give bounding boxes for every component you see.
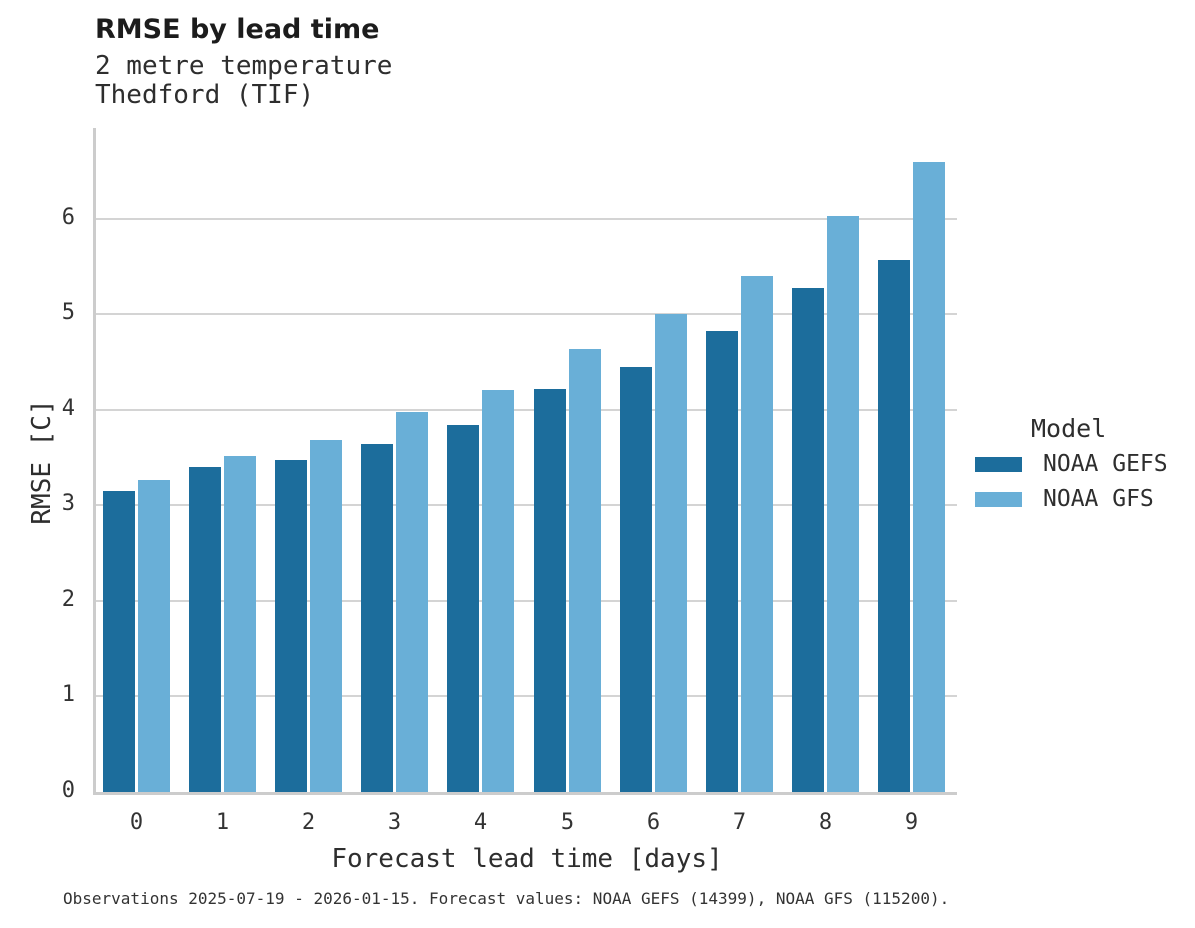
bar-noaa-gefs-day-1 xyxy=(189,467,221,792)
y-axis-line xyxy=(93,128,96,795)
bar-noaa-gfs-day-2 xyxy=(310,439,342,792)
gridline-y-3 xyxy=(96,504,957,507)
y-tick-1: 1 xyxy=(61,682,75,708)
bar-noaa-gefs-day-4 xyxy=(447,425,479,792)
chart-title: RMSE by lead time xyxy=(95,14,380,45)
bar-noaa-gfs-day-5 xyxy=(569,348,601,792)
legend-swatch-noaa-gfs xyxy=(975,491,1022,507)
x-tick-7: 7 xyxy=(732,810,747,835)
bar-noaa-gefs-day-0 xyxy=(103,491,135,792)
x-axis-label: Forecast lead time [days] xyxy=(331,844,723,874)
y-tick-5: 5 xyxy=(61,300,75,326)
chart-subtitle-variable: 2 metre temperature xyxy=(95,51,393,81)
bar-noaa-gefs-day-6 xyxy=(620,366,652,792)
legend-label-noaa-gfs: NOAA GFS xyxy=(1043,486,1154,512)
bar-noaa-gfs-day-4 xyxy=(482,389,514,792)
bar-noaa-gefs-day-3 xyxy=(361,444,393,792)
gridline-y-6 xyxy=(96,217,957,220)
y-tick-0: 0 xyxy=(61,778,75,803)
x-tick-1: 1 xyxy=(215,810,230,835)
bar-noaa-gefs-day-7 xyxy=(706,330,738,792)
bar-noaa-gfs-day-0 xyxy=(138,479,170,792)
bar-noaa-gefs-day-8 xyxy=(792,287,824,792)
bar-noaa-gefs-day-2 xyxy=(275,459,307,792)
legend-item-noaa-gfs: NOAA GFS xyxy=(975,486,1154,512)
bar-noaa-gfs-day-8 xyxy=(827,215,859,792)
bar-noaa-gfs-day-6 xyxy=(655,314,687,792)
gridline-y-4 xyxy=(96,408,957,411)
caption: Observations 2025-07-19 - 2026-01-15. Fo… xyxy=(63,889,950,908)
legend-label-noaa-gefs: NOAA GEFS xyxy=(1043,451,1168,477)
bar-noaa-gefs-day-9 xyxy=(878,259,910,792)
bar-noaa-gfs-day-7 xyxy=(741,276,773,792)
x-tick-3: 3 xyxy=(387,810,402,835)
bar-noaa-gefs-day-5 xyxy=(534,388,566,792)
bar-noaa-gfs-day-1 xyxy=(224,455,256,792)
plot-area xyxy=(96,128,957,792)
y-tick-6: 6 xyxy=(61,204,75,230)
x-tick-5: 5 xyxy=(560,810,575,835)
x-tick-2: 2 xyxy=(301,810,316,835)
gridline-y-2 xyxy=(96,599,957,602)
chart-subtitle-station: Thedford (TIF) xyxy=(95,80,315,110)
y-tick-3: 3 xyxy=(61,491,75,517)
legend-title: Model xyxy=(1031,414,1107,443)
gridline-y-5 xyxy=(96,313,957,316)
x-tick-0: 0 xyxy=(129,810,144,835)
bar-noaa-gfs-day-9 xyxy=(913,162,945,792)
bar-noaa-gfs-day-3 xyxy=(396,411,428,792)
x-tick-4: 4 xyxy=(473,810,488,835)
legend-swatch-noaa-gefs xyxy=(975,456,1022,472)
x-axis-line xyxy=(93,792,957,795)
gridline-y-1 xyxy=(96,695,957,698)
y-tick-4: 4 xyxy=(61,395,75,421)
legend-item-noaa-gefs: NOAA GEFS xyxy=(975,451,1168,477)
x-tick-8: 8 xyxy=(818,810,833,835)
x-tick-6: 6 xyxy=(646,810,661,835)
x-tick-9: 9 xyxy=(904,810,919,835)
y-tick-2: 2 xyxy=(61,586,75,612)
